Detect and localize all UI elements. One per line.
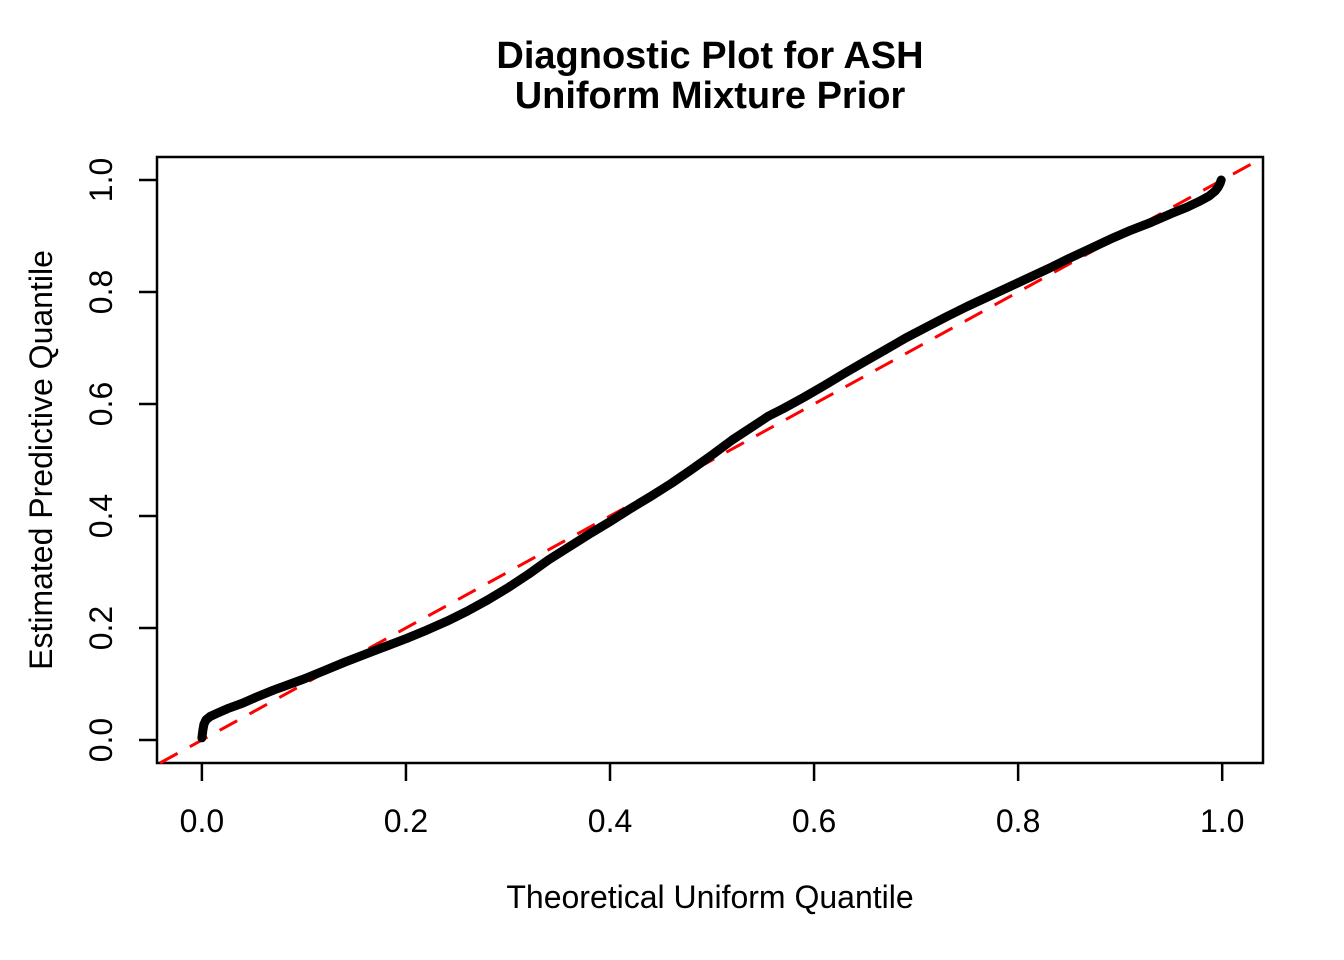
y-tick-label: 0.6 — [83, 382, 119, 426]
y-tick-label: 0.2 — [83, 606, 119, 650]
y-tick-label: 0.0 — [83, 718, 119, 762]
qq-curve — [197, 175, 1226, 743]
y-tick-label: 0.4 — [83, 494, 119, 538]
x-axis-label: Theoretical Uniform Quantile — [506, 879, 913, 915]
plot-border — [155, 155, 1265, 765]
x-tick-label: 0.2 — [384, 803, 428, 839]
y-tick-label: 1.0 — [83, 158, 119, 202]
x-tick-label: 0.6 — [792, 803, 836, 839]
x-tick-label: 0.4 — [588, 803, 632, 839]
plot-title-line2: Uniform Mixture Prior — [515, 75, 906, 117]
y-axis-label: Estimated Predictive Quantile — [23, 250, 59, 670]
x-tick-label: 1.0 — [1200, 803, 1244, 839]
y-tick-label: 0.8 — [83, 270, 119, 314]
x-tick-label: 0.8 — [996, 803, 1040, 839]
plot-area: 0.0 0.2 0.4 0.6 0.8 1.0 0.0 0.2 0.4 0.6 0.8 1.0 — [83, 155, 1265, 839]
x-tick-label: 0.0 — [180, 803, 224, 839]
plot-title-line1: Diagnostic Plot for ASH — [496, 35, 923, 77]
